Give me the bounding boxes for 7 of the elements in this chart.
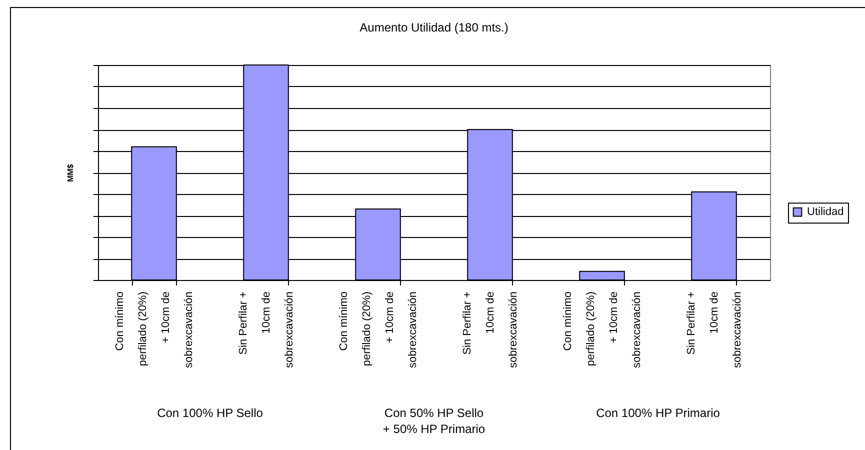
x-tick-label: Con mínimo perfilado (20%) + 10cm de sobrexcavación [114, 292, 195, 368]
y-axis-title: MM$ [66, 164, 75, 182]
legend-label: Utilidad [807, 206, 844, 218]
text: Con 100% HP Sello [157, 406, 264, 420]
chart-title: Aumento Utilidad (180 mts.) [360, 20, 508, 34]
text: Con 50% HP Sello + 50% HP Primario [382, 406, 486, 436]
text: Con 100% HP Primario [596, 406, 720, 420]
